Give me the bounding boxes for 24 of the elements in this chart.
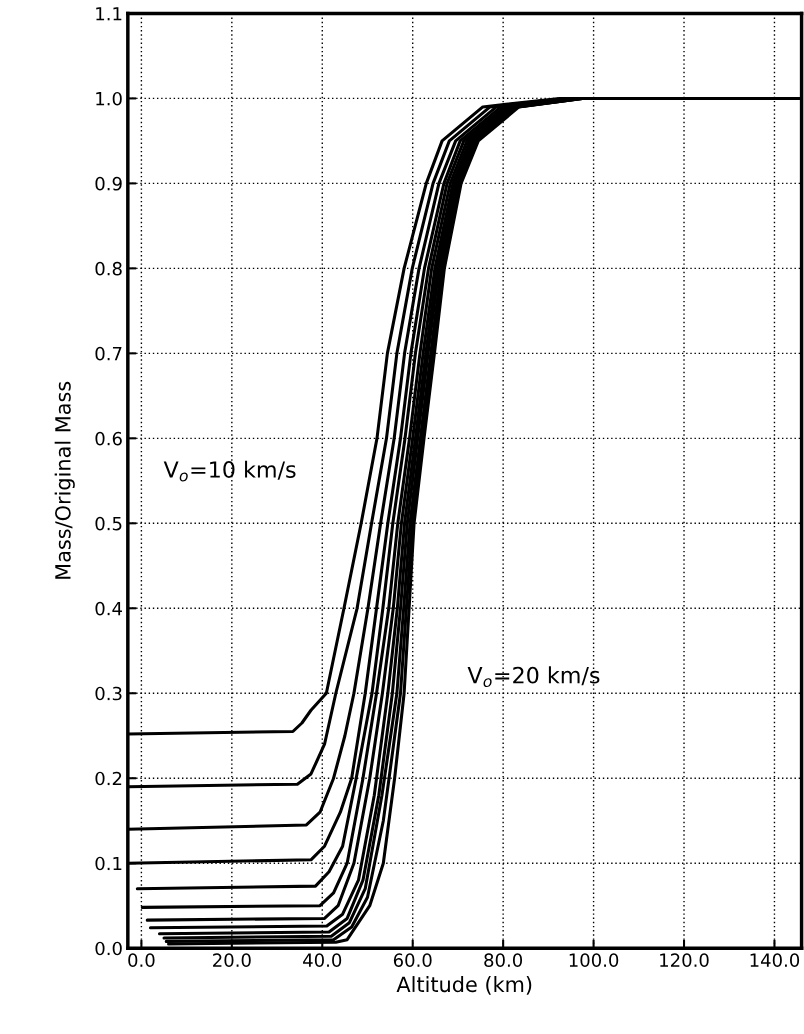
x-tick-label: 0.0 bbox=[128, 953, 155, 968]
annotation: V$_{o}$=20 km/s bbox=[467, 666, 600, 688]
x-tick-label: 80.0 bbox=[484, 953, 523, 968]
x-axis-title: Altitude (km) bbox=[396, 976, 532, 995]
annotation: V$_{o}$=10 km/s bbox=[163, 460, 296, 482]
y-tick-label: 0.8 bbox=[95, 261, 122, 276]
x-tick-label: 40.0 bbox=[303, 953, 342, 968]
y-tick-label: 1.0 bbox=[96, 91, 122, 106]
y-tick-label: 0.3 bbox=[95, 686, 122, 701]
y-tick-label: 0.1 bbox=[95, 856, 122, 871]
x-tick-label: 140.0 bbox=[750, 953, 800, 968]
x-tick-label: 100.0 bbox=[569, 953, 619, 968]
y-tick-label: 0.9 bbox=[95, 176, 122, 191]
y-tick-label: 0.7 bbox=[95, 346, 122, 361]
y-tick-label: 0.5 bbox=[95, 516, 122, 531]
x-tick-label: 60.0 bbox=[393, 953, 432, 968]
x-tick-label: 120.0 bbox=[660, 953, 709, 968]
y-tick-label: 0.2 bbox=[95, 771, 122, 786]
y-tick-label: 1.1 bbox=[96, 7, 122, 21]
y-axis-title: Mass/Original Mass bbox=[54, 381, 75, 579]
y-tick-label: 0.0 bbox=[95, 941, 122, 956]
y-tick-label: 0.4 bbox=[95, 601, 122, 616]
x-tick-label: 20.0 bbox=[213, 953, 251, 968]
y-tick-label: 0.6 bbox=[95, 431, 122, 446]
